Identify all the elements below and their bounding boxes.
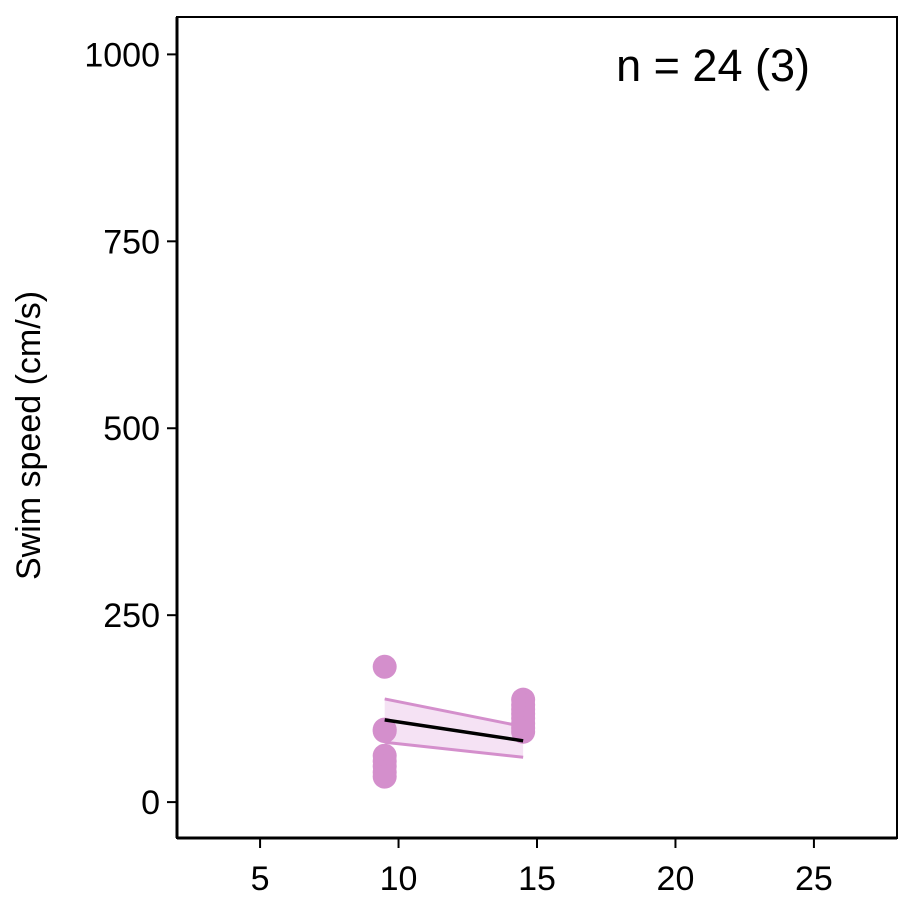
y-tick-label: 0 — [141, 784, 160, 822]
x-tick-label: 15 — [518, 860, 556, 898]
axes — [167, 16, 898, 848]
y-tick-label: 250 — [103, 597, 160, 635]
data-point — [372, 719, 397, 744]
data-point — [372, 764, 397, 789]
tick-labels: 0 250 500 750 1000 5 10 15 20 25 — [84, 36, 832, 898]
confidence-ribbon — [384, 697, 524, 759]
x-tick-label: 10 — [380, 860, 418, 898]
plot-panel-border — [176, 16, 898, 839]
y-tick-label: 500 — [103, 410, 160, 448]
y-tick-label: 1000 — [84, 36, 160, 74]
x-tick-label: 25 — [795, 860, 833, 898]
ci-upper-edge — [384, 697, 524, 729]
y-tick-label: 750 — [103, 223, 160, 261]
fit-line-group — [384, 718, 524, 743]
x-tick-label: 5 — [251, 860, 270, 898]
data-points — [372, 654, 536, 789]
ci-lower-edge — [384, 740, 524, 759]
y-axis-title: Swim speed (cm/s) — [10, 291, 48, 580]
data-point — [511, 719, 536, 744]
fit-line — [384, 718, 524, 743]
ci-band — [384, 698, 524, 758]
x-tick-label: 20 — [657, 860, 695, 898]
sample-size-annotation: n = 24 (3) — [616, 40, 810, 91]
data-point — [372, 654, 397, 679]
